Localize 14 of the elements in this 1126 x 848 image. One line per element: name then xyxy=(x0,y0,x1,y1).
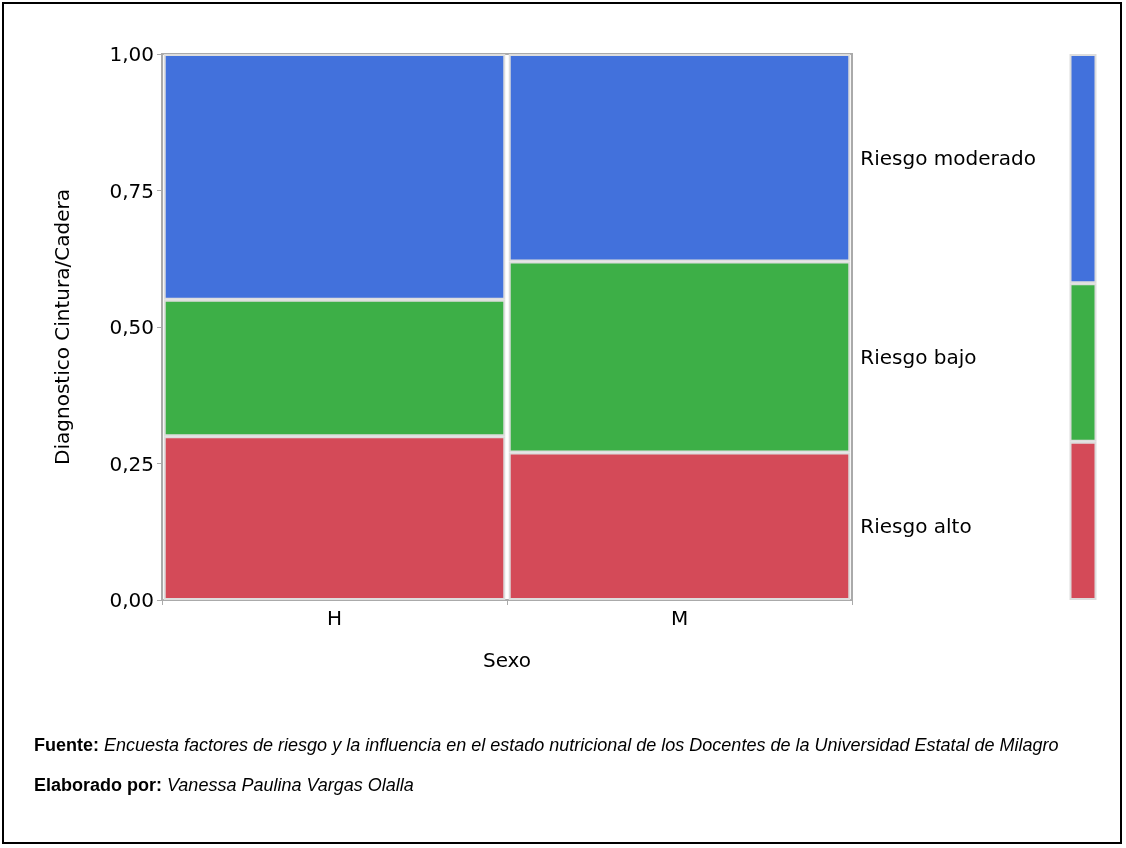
x-tick-label: M xyxy=(670,606,689,630)
x-axis-title: Sexo xyxy=(482,648,532,672)
x-tick-label: H xyxy=(326,606,343,630)
text: Elaborado por: Vanessa Paulina Vargas Olalla xyxy=(34,775,414,795)
series-label: Riesgo alto xyxy=(860,514,972,539)
series-label: Riesgo moderado xyxy=(860,145,1036,170)
y-tick-label: 0,25 xyxy=(109,451,154,476)
y-tick-label: 0,00 xyxy=(109,588,154,612)
source-note: Fuente: Encuesta factores de riesgo y la influencia en el estado nutricional de los Docentes de la Universidad Estatal de Milagro xyxy=(34,735,1059,755)
y-tick-label: 0,75 xyxy=(109,178,154,203)
y-tick-label: 0,50 xyxy=(109,315,154,339)
y-tick-label: 1,00 xyxy=(109,42,154,66)
series-label: Riesgo bajo xyxy=(860,345,977,370)
y-axis-title: Diagnostico Cintura/Cadera xyxy=(50,189,74,465)
